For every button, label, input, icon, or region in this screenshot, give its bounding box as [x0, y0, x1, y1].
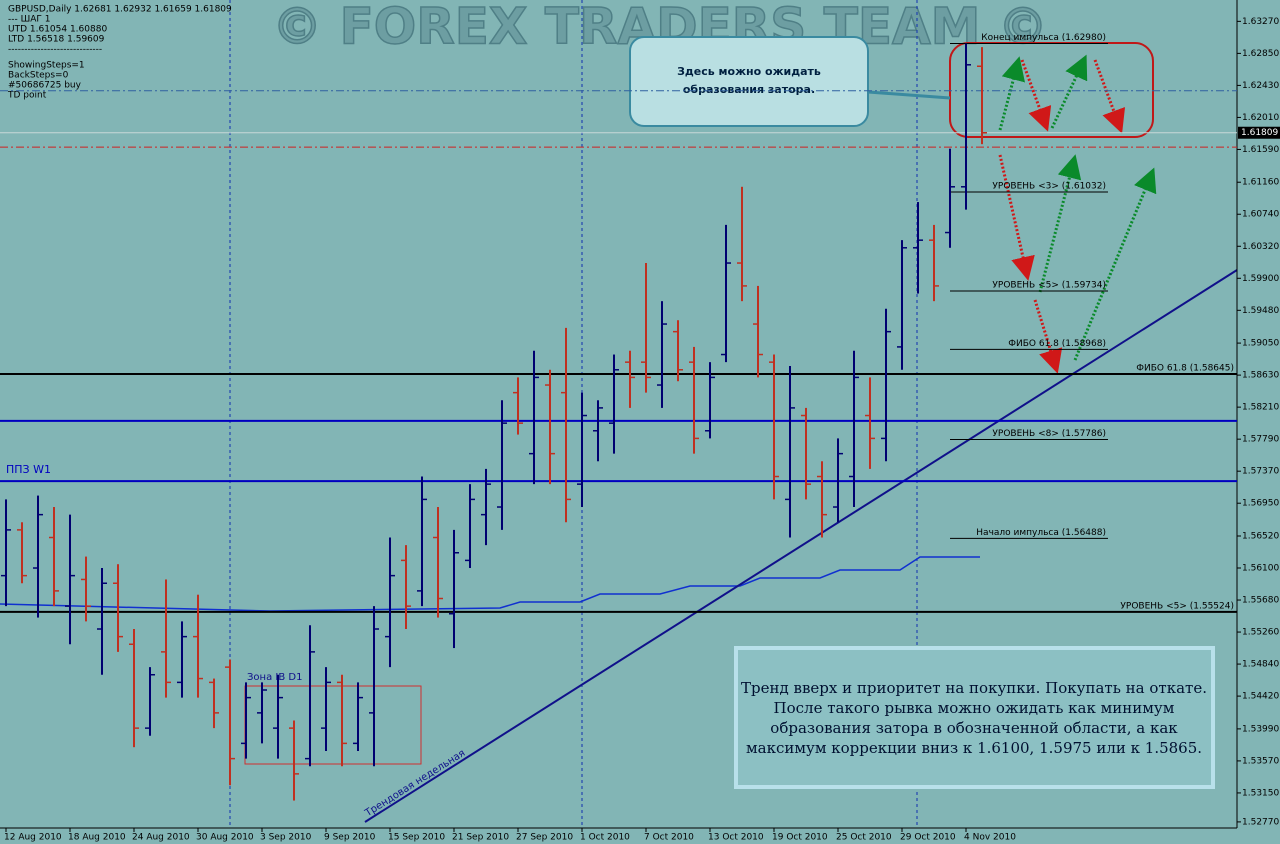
callout-pointer	[867, 90, 951, 100]
x-tick-label: 19 Oct 2010	[772, 833, 828, 843]
x-tick-label: 29 Oct 2010	[900, 833, 956, 843]
y-tick-label: 1.56950	[1242, 499, 1279, 509]
header-line: BackSteps=0	[8, 71, 69, 81]
summary-text: образования затора в обозначенной област…	[770, 719, 1178, 737]
short-level-label: УРОВЕНЬ <5> (1.59734)	[992, 280, 1106, 290]
header-line: UTD 1.61054 1.60880	[8, 25, 107, 35]
summary-text: максимум коррекции вниз к 1.6100, 1.5975…	[746, 739, 1202, 757]
y-tick-label: 1.62850	[1242, 49, 1279, 59]
header-line: -----------------------------	[8, 45, 102, 55]
y-tick-label: 1.63270	[1242, 17, 1279, 27]
arrow-up	[1073, 167, 1157, 361]
y-tick-label: 1.55260	[1242, 628, 1279, 638]
level-label: УРОВЕНЬ <5> (1.55524)	[1120, 601, 1234, 611]
y-tick-label: 1.59480	[1242, 306, 1279, 316]
callout-text: образования затора.	[683, 83, 815, 96]
header-line: LTD 1.56518 1.59609	[8, 35, 105, 45]
y-tick-label: 1.53990	[1242, 724, 1279, 734]
y-tick-label: 1.62430	[1242, 81, 1279, 91]
y-tick-label: 1.56520	[1242, 531, 1279, 541]
y-tick-label: 1.59050	[1242, 339, 1279, 349]
short-level-label: ФИБО 61.8 (1.58968)	[1008, 339, 1106, 349]
x-tick-label: 24 Aug 2010	[132, 833, 190, 843]
x-tick-label: 3 Sep 2010	[260, 833, 312, 843]
header-line: ShowingSteps=1	[8, 61, 85, 71]
arrow-down	[998, 154, 1035, 281]
x-tick-label: 1 Oct 2010	[580, 833, 630, 843]
x-tick-label: 18 Aug 2010	[68, 833, 126, 843]
y-tick-label: 1.61160	[1242, 178, 1279, 188]
zone-label: Зона IB D1	[247, 672, 302, 683]
scenario-arrows	[998, 54, 1157, 374]
short-level-label: Начало импульса (1.56488)	[976, 528, 1106, 538]
y-tick-label: 1.62010	[1242, 113, 1279, 123]
indicator-line	[0, 556, 980, 612]
x-tick-label: 12 Aug 2010	[4, 833, 62, 843]
x-tick-label: 25 Oct 2010	[836, 833, 892, 843]
y-tick-label: 1.53150	[1242, 788, 1279, 798]
header-line: #50686725 buy	[8, 81, 82, 91]
x-tick-label: 13 Oct 2010	[708, 833, 764, 843]
x-tick-label: 27 Sep 2010	[516, 833, 573, 843]
y-tick-label: 1.54840	[1242, 660, 1279, 670]
x-tick-label: 9 Sep 2010	[324, 833, 376, 843]
header-line: TD point	[7, 91, 47, 101]
bid-label: 1.61809	[1241, 128, 1278, 138]
y-tick-label: 1.60320	[1242, 242, 1279, 252]
trend-line	[364, 269, 1238, 823]
short-level-label: УРОВЕНЬ <3> (1.61032)	[992, 181, 1106, 191]
y-tick-label: 1.59900	[1242, 274, 1279, 284]
callout-text: Здесь можно ожидать	[677, 65, 821, 78]
level-label: ФИБО 61.8 (1.58645)	[1136, 363, 1234, 373]
watermark: © FOREX TRADERS TEAM ©	[272, 0, 1048, 56]
x-tick-label: 4 Nov 2010	[964, 833, 1016, 843]
short-level-label: Конец импульса (1.62980)	[981, 33, 1106, 43]
y-tick-label: 1.57790	[1242, 435, 1279, 445]
y-tick-label: 1.55680	[1242, 596, 1279, 606]
y-tick-label: 1.58630	[1242, 371, 1279, 381]
x-tick-label: 7 Oct 2010	[644, 833, 694, 843]
x-tick-label: 15 Sep 2010	[388, 833, 445, 843]
x-tick-label: 21 Sep 2010	[452, 833, 509, 843]
y-tick-label: 1.53570	[1242, 756, 1279, 766]
header-line: GBPUSD,Daily 1.62681 1.62932 1.61659 1.6…	[8, 5, 232, 15]
arrow-up	[1050, 54, 1088, 129]
callout	[629, 36, 869, 127]
y-tick-label: 1.58210	[1242, 403, 1279, 413]
summary-text: Тренд вверх и приоритет на покупки. Поку…	[741, 679, 1207, 697]
y-tick-label: 1.52770	[1242, 817, 1279, 827]
zone-line-label: ППЗ W1	[6, 463, 51, 476]
y-tick-label: 1.57370	[1242, 467, 1279, 477]
summary-text: После такого рывка можно ожидать как мин…	[774, 699, 1175, 717]
y-tick-label: 1.54420	[1242, 692, 1279, 702]
y-tick-label: 1.56100	[1242, 564, 1279, 574]
y-tick-label: 1.61590	[1242, 145, 1279, 155]
short-level-label: УРОВЕНЬ <8> (1.57786)	[992, 429, 1106, 439]
arrow-up	[1038, 154, 1082, 293]
x-tick-label: 30 Aug 2010	[196, 833, 254, 843]
summary-box	[734, 646, 1215, 789]
y-tick-label: 1.60740	[1242, 210, 1279, 220]
header-line: --- ШАГ 1	[8, 15, 50, 25]
arrow-down	[1093, 59, 1126, 134]
bid-box	[1238, 126, 1280, 139]
